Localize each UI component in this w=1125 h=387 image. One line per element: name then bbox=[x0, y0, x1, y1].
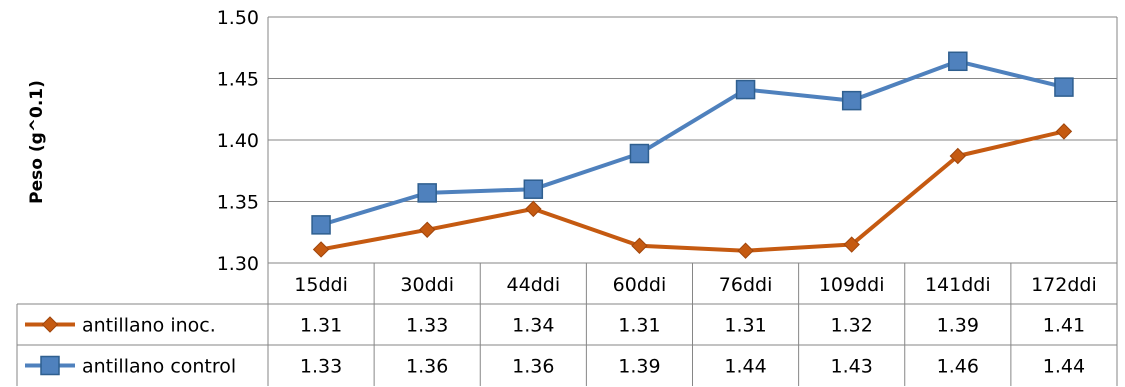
table-cell-value: 1.39 bbox=[618, 356, 660, 378]
data-point bbox=[1054, 77, 1074, 97]
table-cell-value: 1.46 bbox=[937, 356, 979, 378]
legend-marker bbox=[40, 355, 60, 376]
data-point bbox=[631, 237, 648, 254]
table-cell-value: 1.41 bbox=[1043, 315, 1085, 337]
data-point bbox=[948, 51, 968, 72]
x-category-label: 141ddi bbox=[925, 274, 991, 296]
data-point bbox=[311, 215, 331, 235]
table-cell-value: 1.36 bbox=[512, 356, 554, 378]
y-tick-label: 1.45 bbox=[217, 69, 259, 91]
x-category-label: 44ddi bbox=[507, 274, 561, 296]
data-point bbox=[843, 236, 860, 253]
y-axis-label: Peso (g^0.1) bbox=[27, 80, 47, 204]
data-point bbox=[417, 183, 437, 203]
x-category-label: 30ddi bbox=[400, 274, 454, 296]
series-line bbox=[320, 59, 1065, 227]
data-point bbox=[525, 200, 542, 218]
data-point bbox=[841, 90, 862, 111]
y-tick-label: 1.50 bbox=[217, 7, 259, 29]
table-cell-value: 1.32 bbox=[831, 315, 873, 337]
series-markers bbox=[311, 51, 1074, 259]
data-point bbox=[523, 179, 544, 199]
y-tick-label: 1.35 bbox=[217, 192, 259, 214]
table-cell-value: 1.31 bbox=[724, 315, 766, 337]
table-cell-value: 1.36 bbox=[406, 356, 448, 378]
table-cell-value: 1.34 bbox=[512, 315, 554, 337]
table-cell-value: 1.43 bbox=[831, 356, 873, 378]
y-tick-label: 1.40 bbox=[217, 130, 259, 152]
series-lines bbox=[320, 59, 1065, 253]
data-point bbox=[1055, 123, 1073, 140]
table-cell-value: 1.31 bbox=[300, 315, 342, 337]
x-category-label: 76ddi bbox=[719, 274, 773, 296]
data-point bbox=[629, 143, 650, 164]
table-cell-value: 1.44 bbox=[724, 356, 766, 378]
gridlines bbox=[267, 16, 1118, 264]
table-cell-value: 1.33 bbox=[406, 315, 448, 337]
data-point bbox=[949, 147, 967, 165]
data-point bbox=[418, 221, 436, 238]
x-category-label: 15ddi bbox=[294, 274, 348, 296]
data-table: 15ddi 30ddi 44ddi 60ddi 76ddi 109ddi 141ddi 172… bbox=[16, 262, 1118, 386]
x-category-label: 172ddi bbox=[1031, 274, 1097, 296]
y-axis-ticks: 1.30 1.35 1.40 1.45 1.50 bbox=[217, 7, 259, 275]
y-tick-label: 1.30 bbox=[217, 253, 259, 275]
data-point bbox=[737, 242, 754, 259]
table-cell-value: 1.44 bbox=[1043, 356, 1085, 378]
data-point bbox=[735, 79, 756, 100]
legend-marker bbox=[41, 316, 59, 333]
legend-label: antillano inoc. bbox=[82, 315, 216, 337]
data-point bbox=[312, 241, 330, 258]
table-cell-value: 1.39 bbox=[937, 315, 979, 337]
series-line bbox=[320, 129, 1065, 253]
x-category-label: 109ddi bbox=[819, 274, 885, 296]
table-cell-value: 1.31 bbox=[618, 315, 660, 337]
x-category-label: 60ddi bbox=[613, 274, 667, 296]
table-cell-value: 1.33 bbox=[300, 356, 342, 378]
legend-label: antillano control bbox=[82, 356, 236, 378]
